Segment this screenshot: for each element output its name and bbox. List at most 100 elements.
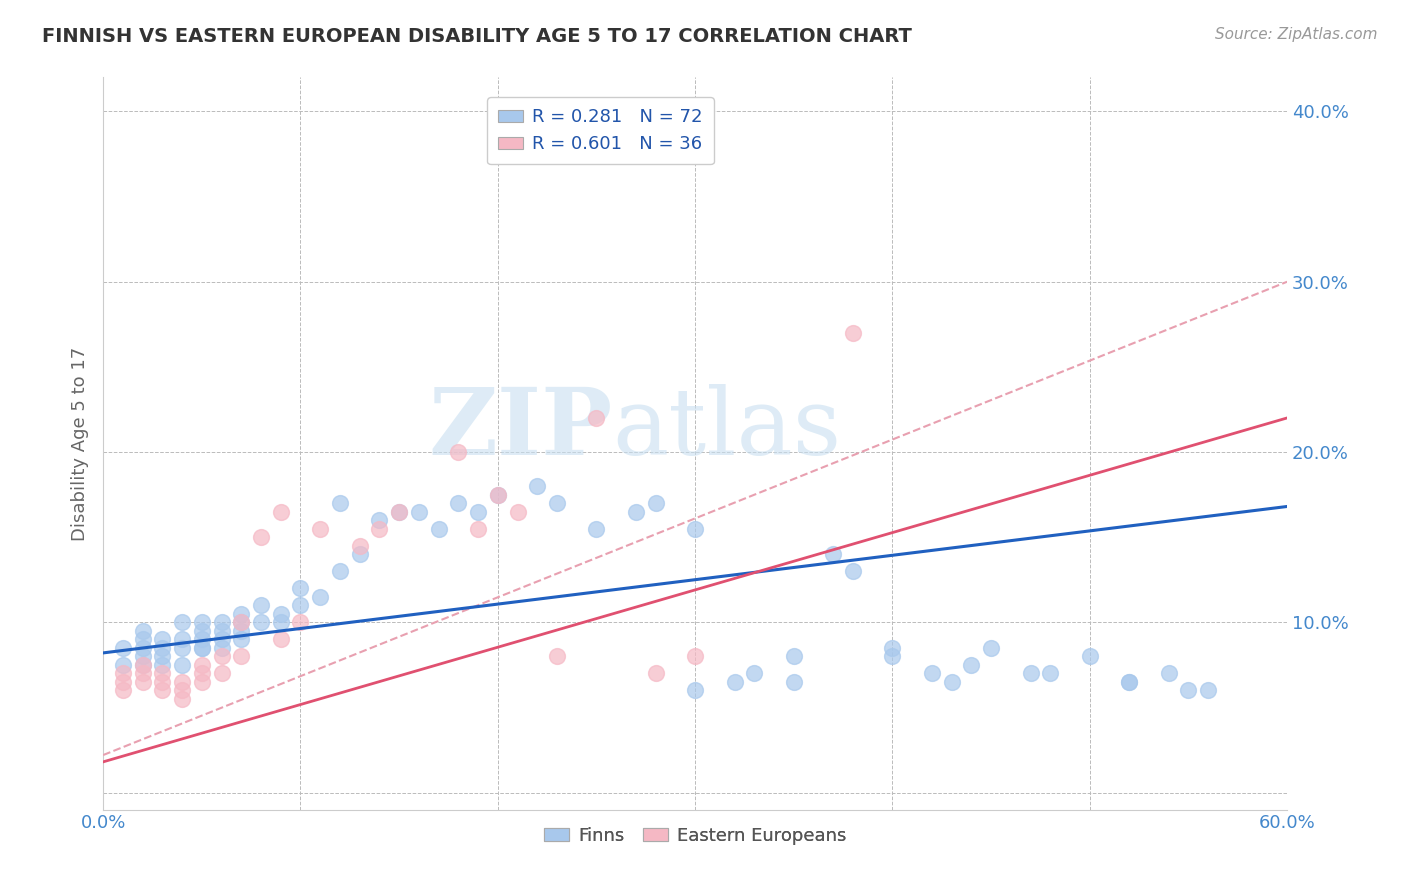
Point: [170, 691, 193, 706]
Point: [231, 632, 253, 647]
Point: [191, 666, 214, 681]
Point: [1019, 666, 1042, 681]
Point: [191, 632, 214, 647]
Point: [170, 632, 193, 647]
Point: [250, 615, 273, 630]
Point: [170, 615, 193, 630]
Point: [585, 522, 607, 536]
Point: [1118, 674, 1140, 689]
Point: [467, 505, 489, 519]
Point: [723, 674, 745, 689]
Point: [131, 666, 153, 681]
Point: [191, 640, 214, 655]
Point: [309, 522, 332, 536]
Point: [921, 666, 943, 681]
Point: [131, 632, 153, 647]
Text: Source: ZipAtlas.com: Source: ZipAtlas.com: [1215, 27, 1378, 42]
Point: [526, 479, 548, 493]
Point: [486, 487, 509, 501]
Point: [290, 615, 312, 630]
Point: [506, 505, 529, 519]
Point: [842, 564, 865, 578]
Point: [270, 615, 292, 630]
Point: [211, 649, 233, 664]
Point: [150, 657, 173, 672]
Point: [329, 564, 352, 578]
Legend: Finns, Eastern Europeans: Finns, Eastern Europeans: [537, 820, 853, 852]
Point: [231, 615, 253, 630]
Point: [1177, 683, 1199, 698]
Point: [270, 607, 292, 621]
Point: [624, 505, 647, 519]
Point: [111, 640, 134, 655]
Y-axis label: Disability Age 5 to 17: Disability Age 5 to 17: [72, 346, 89, 541]
Point: [644, 666, 666, 681]
Point: [290, 581, 312, 595]
Point: [250, 599, 273, 613]
Point: [211, 624, 233, 638]
Point: [250, 530, 273, 544]
Point: [211, 632, 233, 647]
Point: [842, 326, 865, 340]
Point: [231, 615, 253, 630]
Point: [111, 657, 134, 672]
Point: [170, 657, 193, 672]
Point: [150, 632, 173, 647]
Point: [170, 674, 193, 689]
Point: [1157, 666, 1180, 681]
Point: [388, 505, 411, 519]
Point: [111, 674, 134, 689]
Point: [270, 505, 292, 519]
Point: [270, 632, 292, 647]
Point: [150, 674, 173, 689]
Point: [211, 615, 233, 630]
Point: [191, 640, 214, 655]
Point: [231, 649, 253, 664]
Point: [349, 547, 371, 561]
Point: [388, 505, 411, 519]
Point: [1039, 666, 1062, 681]
Text: ZIP: ZIP: [427, 384, 612, 474]
Point: [368, 522, 391, 536]
Point: [329, 496, 352, 510]
Point: [191, 674, 214, 689]
Point: [683, 649, 706, 664]
Point: [882, 640, 904, 655]
Text: atlas: atlas: [612, 384, 841, 474]
Point: [150, 666, 173, 681]
Point: [191, 657, 214, 672]
Point: [546, 496, 568, 510]
Point: [467, 522, 489, 536]
Point: [368, 513, 391, 527]
Point: [191, 615, 214, 630]
Point: [486, 487, 509, 501]
Point: [683, 683, 706, 698]
Point: [742, 666, 765, 681]
Point: [111, 666, 134, 681]
Point: [783, 649, 806, 664]
Point: [960, 657, 983, 672]
Point: [447, 445, 470, 459]
Point: [408, 505, 430, 519]
Point: [1078, 649, 1101, 664]
Point: [231, 624, 253, 638]
Point: [150, 640, 173, 655]
Point: [349, 539, 371, 553]
Point: [783, 674, 806, 689]
Point: [683, 522, 706, 536]
Point: [150, 649, 173, 664]
Point: [447, 496, 470, 510]
Point: [191, 624, 214, 638]
Point: [211, 640, 233, 655]
Point: [427, 522, 450, 536]
Point: [1118, 674, 1140, 689]
Point: [131, 624, 153, 638]
Point: [1197, 683, 1219, 698]
Point: [644, 496, 666, 510]
Text: FINNISH VS EASTERN EUROPEAN DISABILITY AGE 5 TO 17 CORRELATION CHART: FINNISH VS EASTERN EUROPEAN DISABILITY A…: [42, 27, 912, 45]
Point: [170, 683, 193, 698]
Point: [231, 607, 253, 621]
Point: [980, 640, 1002, 655]
Point: [170, 640, 193, 655]
Point: [131, 674, 153, 689]
